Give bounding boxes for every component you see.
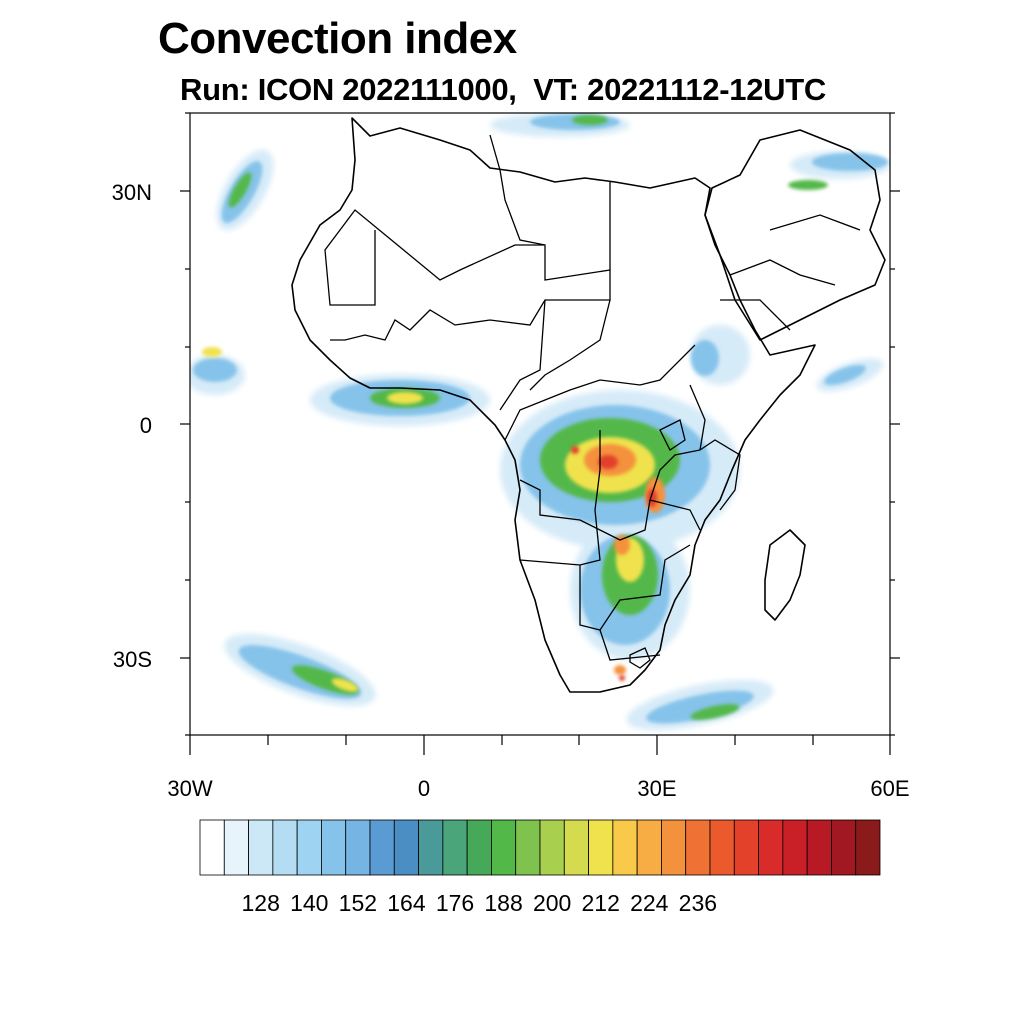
colorbar-swatch <box>758 819 784 876</box>
colorbar-swatch <box>345 819 371 876</box>
colorbar-swatch <box>491 819 517 876</box>
colorbar-label: 236 <box>678 890 718 916</box>
lat-label-30s: 30S <box>112 647 152 672</box>
colorbar <box>199 819 881 876</box>
colorbar-swatch <box>855 819 881 876</box>
colorbar-swatch <box>563 819 589 876</box>
colorbar-swatch <box>539 819 565 876</box>
colorbar-label: 176 <box>435 890 475 916</box>
colorbar-swatch <box>248 819 274 876</box>
lon-label-60e: 60E <box>870 776 910 801</box>
colorbar-swatch <box>709 819 735 876</box>
lon-label-30e: 30E <box>637 776 677 801</box>
lon-label-0: 0 <box>417 776 431 801</box>
colorbar-swatch <box>199 819 225 876</box>
colorbar-swatch <box>393 819 419 876</box>
coastlines <box>291 117 886 693</box>
colorbar-label: 200 <box>532 890 572 916</box>
lat-label-0: 0 <box>139 413 152 438</box>
colorbar-label: 152 <box>338 890 378 916</box>
colorbar-swatch <box>418 819 444 876</box>
colorbar-label: 224 <box>630 890 669 916</box>
lon-label-30w: 30W <box>167 776 213 801</box>
colorbar-swatch <box>733 819 759 876</box>
convection-field <box>190 113 890 731</box>
colorbar-label: 140 <box>290 890 329 916</box>
country-borders <box>324 134 861 669</box>
lat-ticks <box>180 112 900 736</box>
colorbar-swatch <box>369 819 395 876</box>
colorbar-label: 212 <box>581 890 620 916</box>
colorbar-swatch <box>612 819 638 876</box>
colorbar-swatch <box>661 819 687 876</box>
colorbar-swatch <box>831 819 857 876</box>
colorbar-swatch <box>442 819 468 876</box>
colorbar-swatch <box>515 819 541 876</box>
colorbar-swatch <box>223 819 249 876</box>
colorbar-swatch <box>272 819 298 876</box>
colorbar-label: 188 <box>484 890 523 916</box>
lon-ticks <box>189 735 891 755</box>
colorbar-label: 164 <box>387 890 426 916</box>
colorbar-swatch <box>466 819 492 876</box>
colorbar-label: 128 <box>241 890 280 916</box>
colorbar-swatch <box>806 819 832 876</box>
colorbar-swatch <box>296 819 322 876</box>
map-title: Convection index <box>158 14 517 63</box>
colorbar-swatch <box>685 819 711 876</box>
lat-label-30n: 30N <box>111 180 152 205</box>
colorbar-swatch <box>782 819 808 876</box>
colorbar-swatch <box>321 819 347 876</box>
colorbar-swatch <box>636 819 662 876</box>
colorbar-swatch <box>588 819 614 876</box>
map-subtitle: Run: ICON 2022111000, VT: 20221112-12UTC <box>180 72 826 107</box>
